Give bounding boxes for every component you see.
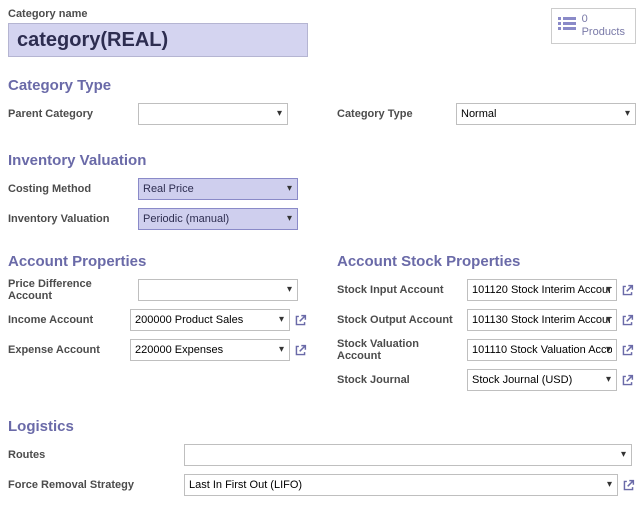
section-logistics: Logistics bbox=[8, 418, 636, 435]
external-link-icon[interactable] bbox=[621, 344, 634, 357]
products-button[interactable]: 0 Products bbox=[551, 8, 636, 44]
stock-journal-label: Stock Journal bbox=[337, 374, 467, 386]
category-name-input[interactable] bbox=[8, 23, 308, 57]
category-name-label: Category name bbox=[8, 8, 551, 20]
external-link-icon[interactable] bbox=[621, 314, 634, 327]
parent-category-select[interactable] bbox=[138, 103, 288, 125]
price-diff-select[interactable] bbox=[138, 279, 298, 301]
force-removal-select[interactable]: Last In First Out (LIFO) bbox=[184, 474, 618, 496]
external-link-icon[interactable] bbox=[622, 479, 635, 492]
stock-journal-select[interactable]: Stock Journal (USD) bbox=[467, 369, 617, 391]
category-type-label: Category Type bbox=[337, 108, 456, 120]
external-link-icon[interactable] bbox=[621, 374, 634, 387]
stock-output-label: Stock Output Account bbox=[337, 314, 467, 326]
products-count: 0 bbox=[582, 13, 588, 25]
section-account-stock-properties: Account Stock Properties bbox=[337, 253, 636, 270]
stock-input-select[interactable]: 101120 Stock Interim Account bbox=[467, 279, 617, 301]
stock-valuation-select[interactable]: 101110 Stock Valuation Accou bbox=[467, 339, 617, 361]
inventory-valuation-select[interactable]: Periodic (manual) bbox=[138, 208, 298, 230]
products-label: Products bbox=[582, 26, 625, 38]
routes-select[interactable] bbox=[184, 444, 632, 466]
income-account-select[interactable]: 200000 Product Sales bbox=[130, 309, 290, 331]
income-account-label: Income Account bbox=[8, 314, 130, 326]
section-inventory-valuation: Inventory Valuation bbox=[8, 152, 636, 169]
force-removal-label: Force Removal Strategy bbox=[8, 479, 184, 491]
parent-category-label: Parent Category bbox=[8, 108, 138, 120]
section-account-properties: Account Properties bbox=[8, 253, 307, 270]
external-link-icon[interactable] bbox=[294, 344, 307, 357]
list-icon bbox=[558, 17, 576, 35]
stock-input-label: Stock Input Account bbox=[337, 284, 467, 296]
expense-account-select[interactable]: 220000 Expenses bbox=[130, 339, 290, 361]
routes-label: Routes bbox=[8, 449, 184, 461]
stock-valuation-label: Stock Valuation Account bbox=[337, 338, 467, 362]
inventory-valuation-label: Inventory Valuation bbox=[8, 213, 138, 225]
price-diff-label: Price Difference Account bbox=[8, 278, 138, 302]
section-category-type: Category Type bbox=[8, 77, 636, 94]
stock-output-select[interactable]: 101130 Stock Interim Account bbox=[467, 309, 617, 331]
category-type-select[interactable]: Normal bbox=[456, 103, 636, 125]
expense-account-label: Expense Account bbox=[8, 344, 130, 356]
external-link-icon[interactable] bbox=[294, 314, 307, 327]
costing-method-label: Costing Method bbox=[8, 183, 138, 195]
costing-method-select[interactable]: Real Price bbox=[138, 178, 298, 200]
external-link-icon[interactable] bbox=[621, 284, 634, 297]
